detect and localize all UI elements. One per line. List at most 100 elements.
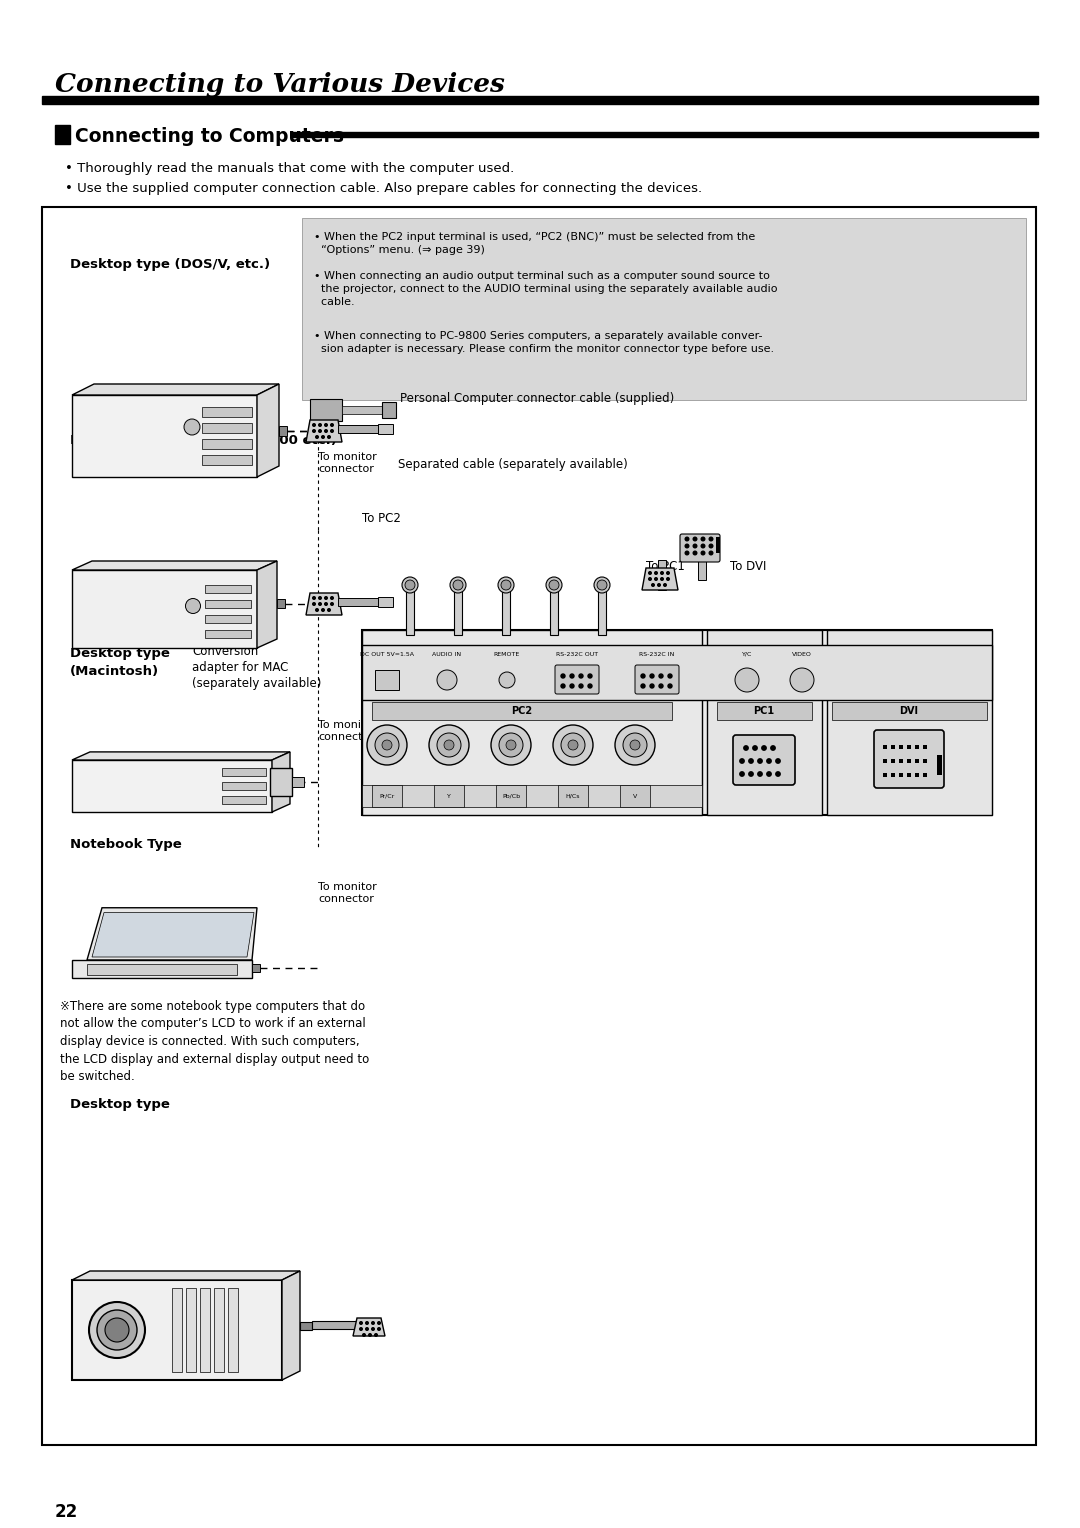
Circle shape [319,429,322,432]
Text: PC2: PC2 [512,706,532,717]
Bar [202,439,252,449]
Text: To monitor
connector: To monitor connector [318,720,377,743]
Circle shape [710,544,713,549]
Circle shape [735,668,759,692]
Bar [362,645,993,700]
Circle shape [561,674,565,678]
Circle shape [685,544,689,549]
Text: Conversion
adapter for MAC
(separately available): Conversion adapter for MAC (separately a… [192,645,322,691]
Text: Desktop type (DOS/V, etc.): Desktop type (DOS/V, etc.) [70,258,270,270]
Circle shape [658,584,660,587]
Circle shape [313,429,315,432]
Circle shape [775,759,780,762]
Circle shape [89,1302,145,1358]
Circle shape [319,602,322,605]
Bar [72,759,272,811]
Text: Pr/Cr: Pr/Cr [379,793,394,799]
Bar [172,1288,183,1372]
Circle shape [325,423,327,426]
Bar [707,630,822,814]
Circle shape [710,538,713,541]
Bar [915,746,919,749]
Bar [434,785,464,807]
Circle shape [437,733,461,756]
Text: To PC2: To PC2 [362,512,401,526]
Bar [72,1280,282,1380]
Polygon shape [72,561,276,570]
Bar [915,759,919,762]
Circle shape [378,1322,380,1325]
Bar [658,559,666,590]
Polygon shape [272,752,291,811]
Circle shape [666,571,670,575]
Text: Notebook Type: Notebook Type [70,837,181,851]
Circle shape [330,423,334,426]
Circle shape [758,772,762,776]
Polygon shape [92,912,254,957]
Circle shape [186,599,201,614]
Circle shape [775,772,780,776]
Circle shape [579,685,583,688]
Circle shape [701,552,705,555]
Circle shape [654,578,658,581]
Circle shape [669,674,672,678]
Circle shape [767,772,771,776]
Bar [558,785,588,807]
Text: Separated cable (separately available): Separated cable (separately available) [399,458,627,471]
Bar [907,773,912,778]
Bar [378,597,393,607]
Circle shape [453,581,463,590]
Bar [899,773,903,778]
Bar [222,782,266,790]
Circle shape [771,746,775,750]
Circle shape [405,581,415,590]
Bar [87,964,237,975]
Circle shape [546,578,562,593]
Circle shape [761,746,766,750]
Bar [907,759,912,762]
Text: Pb/Cb: Pb/Cb [502,793,521,799]
Text: To DVI: To DVI [730,559,767,573]
Bar [832,701,987,720]
Bar [550,585,558,636]
Circle shape [659,674,663,678]
Bar [292,778,303,787]
Text: • When connecting to PC-9800 Series computers, a separately available conver-
  : • When connecting to PC-9800 Series comp… [314,332,774,354]
Circle shape [664,584,666,587]
Circle shape [325,602,327,605]
Text: REMOTE: REMOTE [494,652,521,657]
Bar [300,1322,312,1329]
Circle shape [685,552,689,555]
Bar [382,402,396,419]
Bar [883,746,887,749]
Bar [899,746,903,749]
Bar [228,1288,238,1372]
Circle shape [402,578,418,593]
Text: V: V [633,793,637,799]
Text: To PC1: To PC1 [646,559,685,573]
Bar [214,1288,224,1372]
Circle shape [499,733,523,756]
Bar [362,630,993,814]
Circle shape [368,1334,372,1337]
Circle shape [597,581,607,590]
Circle shape [669,685,672,688]
Text: • Thoroughly read the manuals that come with the computer used.: • Thoroughly read the manuals that come … [65,162,514,176]
Circle shape [360,1322,362,1325]
Bar [72,570,257,648]
Circle shape [498,578,514,593]
Text: PC1: PC1 [754,706,774,717]
Polygon shape [72,752,291,759]
Circle shape [367,724,407,766]
Text: • When the PC2 input terminal is used, “PC2 (BNC)” must be selected from the
  “: • When the PC2 input terminal is used, “… [314,232,755,255]
Text: Desktop type: Desktop type [70,1099,170,1111]
Text: (Macintosh): (Macintosh) [70,665,159,678]
Polygon shape [257,384,279,477]
Text: • Use the supplied computer connection cable. Also prepare cables for connecting: • Use the supplied computer connection c… [65,182,702,196]
Circle shape [378,1328,380,1331]
FancyBboxPatch shape [555,665,599,694]
Bar [270,769,292,796]
Bar [205,585,251,593]
Circle shape [594,578,610,593]
Polygon shape [72,1271,300,1280]
